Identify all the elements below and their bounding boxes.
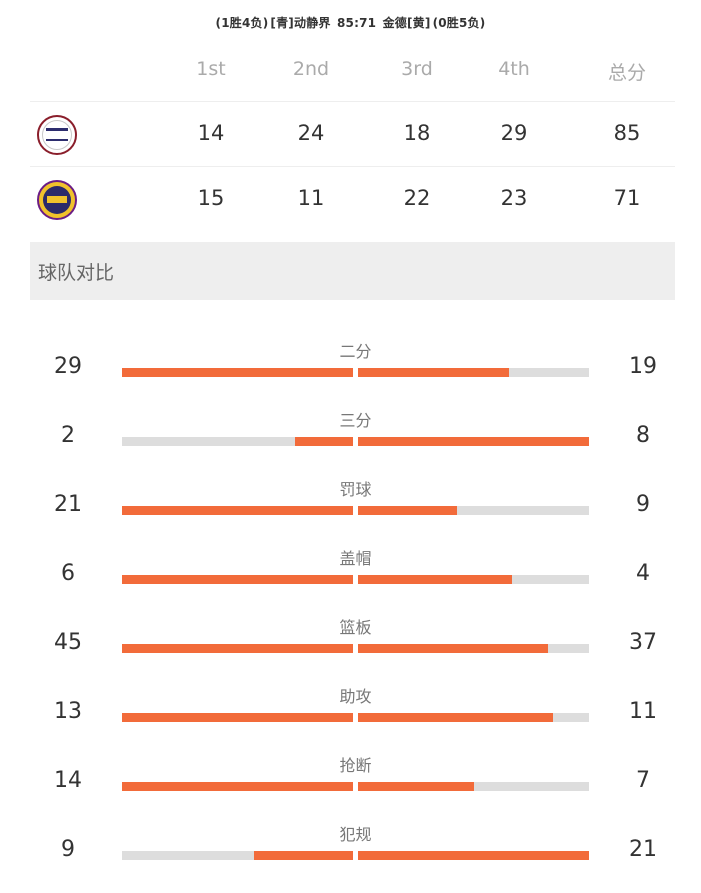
stat-left-value: 14	[54, 768, 82, 793]
stat-label: 盖帽	[339, 549, 372, 568]
stat-right-value: 7	[636, 768, 650, 793]
stat-right-bar	[358, 368, 509, 377]
team-b-score-row: 15 11 22 23 71	[0, 174, 701, 226]
stat-left-bar	[122, 713, 353, 722]
stat-left-track	[122, 713, 353, 722]
quarter-header-2: 2nd	[292, 58, 330, 80]
stat-label: 抢断	[339, 756, 372, 775]
stat-label: 三分	[339, 411, 372, 430]
team-a-total: 85	[613, 121, 641, 145]
team-a-score-row: 14 24 18 29 85	[0, 109, 701, 161]
stat-left-bar	[122, 506, 353, 515]
stat-left-value: 29	[54, 354, 82, 379]
stat-row: 犯规 9 21	[0, 821, 701, 881]
stat-right-value: 11	[629, 699, 657, 724]
stat-right-bar	[358, 782, 474, 791]
stat-row: 二分 29 19	[0, 338, 701, 398]
stat-right-value: 19	[629, 354, 657, 379]
stat-row: 三分 2 8	[0, 407, 701, 467]
team-a-logo-icon[interactable]	[37, 115, 77, 155]
stat-row: 抢断 14 7	[0, 752, 701, 812]
team-b-q1: 15	[197, 186, 225, 210]
stat-right-track	[358, 506, 589, 515]
stat-right-value: 8	[636, 423, 650, 448]
team-b-name: 金德[黄]	[382, 16, 431, 30]
stat-left-track	[122, 782, 353, 791]
stat-left-value: 9	[61, 837, 75, 862]
stat-right-track	[358, 782, 589, 791]
stat-left-track	[122, 437, 353, 446]
stat-right-value: 37	[629, 630, 657, 655]
team-b-total: 71	[613, 186, 641, 210]
team-a-q2: 24	[297, 121, 325, 145]
stat-left-value: 13	[54, 699, 82, 724]
stat-right-value: 21	[629, 837, 657, 862]
team-b-q4: 23	[500, 186, 528, 210]
stat-left-bar	[122, 368, 353, 377]
stat-right-track	[358, 851, 589, 860]
quarter-header-4: 4th	[498, 58, 530, 80]
team-b-q3: 22	[403, 186, 431, 210]
stat-label: 篮板	[339, 618, 372, 637]
stat-right-bar	[358, 851, 589, 860]
stat-right-bar	[358, 644, 548, 653]
stat-label: 二分	[339, 342, 372, 361]
section-title: 球队对比	[38, 262, 115, 284]
team-b-logo-icon[interactable]	[37, 180, 77, 220]
stat-left-value: 45	[54, 630, 82, 655]
stat-left-track	[122, 644, 353, 653]
match-score: 85:71	[336, 16, 377, 30]
quarter-header-1: 1st	[196, 58, 226, 80]
stat-left-track	[122, 506, 353, 515]
stat-right-bar	[358, 506, 457, 515]
stat-right-track	[358, 575, 589, 584]
stat-left-value: 6	[61, 561, 75, 586]
team-a-q3: 18	[403, 121, 431, 145]
stat-label: 罚球	[339, 480, 372, 499]
total-header: 总分	[607, 62, 646, 84]
stat-left-track	[122, 851, 353, 860]
divider	[30, 101, 675, 102]
stat-row: 盖帽 6 4	[0, 545, 701, 605]
team-b-record: (0胜5负)	[432, 16, 486, 30]
stat-right-value: 9	[636, 492, 650, 517]
stat-right-bar	[358, 575, 512, 584]
team-a-record: (1胜4负)	[215, 16, 269, 30]
stat-row: 篮板 45 37	[0, 614, 701, 674]
stat-row: 罚球 21 9	[0, 476, 701, 536]
stat-right-bar	[358, 713, 553, 722]
divider	[30, 166, 675, 167]
stat-right-track	[358, 437, 589, 446]
stat-right-track	[358, 644, 589, 653]
stat-right-track	[358, 713, 589, 722]
stat-left-value: 2	[61, 423, 75, 448]
stat-left-bar	[122, 575, 353, 584]
stat-left-value: 21	[54, 492, 82, 517]
quarter-header-3: 3rd	[401, 58, 433, 80]
stat-left-bar	[295, 437, 353, 446]
stat-left-bar	[254, 851, 353, 860]
team-a-q4: 29	[500, 121, 528, 145]
team-a-q1: 14	[197, 121, 225, 145]
team-comparison-header: 球队对比	[30, 242, 675, 300]
stat-left-track	[122, 368, 353, 377]
stat-left-track	[122, 575, 353, 584]
stat-right-bar	[358, 437, 589, 446]
stat-row: 助攻 13 11	[0, 683, 701, 743]
stat-label: 犯规	[339, 825, 372, 844]
stat-label: 助攻	[339, 687, 372, 706]
team-a-name: [青]动静界	[270, 16, 331, 30]
stat-left-bar	[122, 644, 353, 653]
stat-right-track	[358, 368, 589, 377]
team-b-q2: 11	[297, 186, 325, 210]
stat-right-value: 4	[636, 561, 650, 586]
match-header: (1胜4负) [青]动静界 85:71 金德[黄] (0胜5负)	[0, 14, 701, 31]
stat-left-bar	[122, 782, 353, 791]
quarter-header-row: 1st 2nd 3rd 4th 总分	[0, 58, 701, 84]
